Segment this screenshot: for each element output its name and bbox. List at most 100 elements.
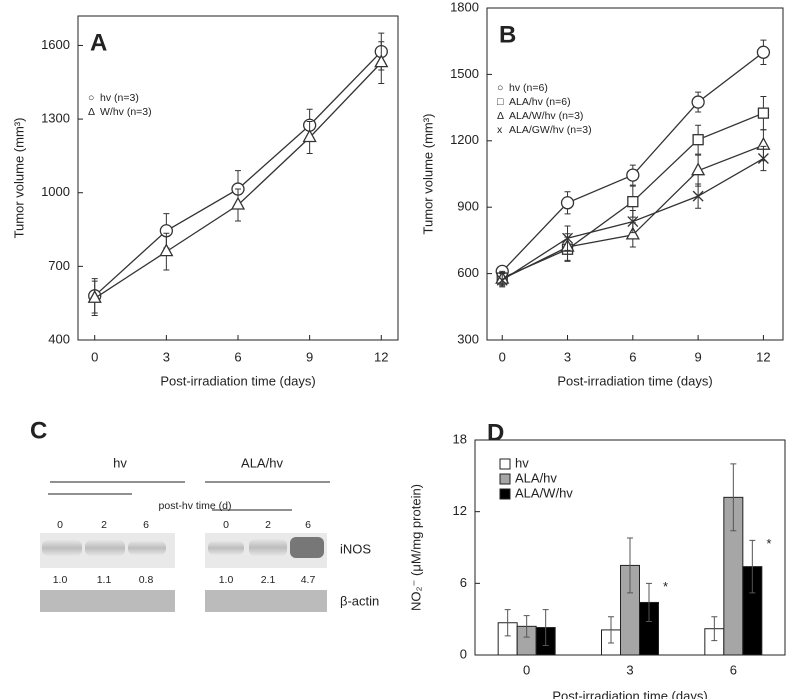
ratio-label: 1.0 xyxy=(219,574,234,586)
error-bar xyxy=(730,463,737,532)
band xyxy=(249,539,287,556)
time-label: post-hv time (d) xyxy=(159,500,232,512)
y-tick-label: 1600 xyxy=(41,37,70,52)
marker xyxy=(756,45,771,59)
band xyxy=(85,540,125,556)
panel-label: D xyxy=(487,419,504,446)
y-tick-label: 400 xyxy=(48,331,70,346)
legend-label: hv xyxy=(515,455,529,470)
error-bar xyxy=(523,615,530,638)
lane-label: 6 xyxy=(305,519,311,531)
x-tick-label: 12 xyxy=(374,349,388,364)
marker xyxy=(627,216,639,228)
x-tick-label: 12 xyxy=(756,349,770,364)
lane-label: 0 xyxy=(57,519,63,531)
panel-label: B xyxy=(499,21,516,48)
error-bar xyxy=(749,539,756,594)
legend-label: ALA/hv (n=6) xyxy=(509,96,571,108)
annotation: * xyxy=(663,579,668,594)
marker xyxy=(692,134,704,146)
error-bar xyxy=(504,609,511,637)
x-tick-label: 6 xyxy=(730,662,737,677)
y-tick-label: 600 xyxy=(457,265,479,280)
legend-label: ALA/W/hv xyxy=(515,485,573,500)
error-bar xyxy=(627,537,633,594)
band xyxy=(128,541,166,555)
x-tick-label: 9 xyxy=(306,349,313,364)
error-bar xyxy=(542,609,549,646)
marker xyxy=(562,232,573,244)
y-tick-label: 0 xyxy=(460,646,467,661)
y-axis-label: Tumor volume (mm³) xyxy=(11,118,26,239)
legend-symbol: Δ xyxy=(88,106,95,118)
x-tick-label: 3 xyxy=(626,662,633,677)
legend-symbol: ○ xyxy=(88,92,94,104)
actin-band xyxy=(205,590,327,612)
error-bar xyxy=(608,616,614,644)
plot-frame xyxy=(486,7,784,341)
legend-swatch xyxy=(499,473,511,485)
legend-symbol: x xyxy=(497,124,503,136)
legend-swatch xyxy=(499,458,511,470)
ratio-label: 1.0 xyxy=(53,574,68,586)
x-tick-label: 0 xyxy=(523,662,530,677)
y-tick-label: 6 xyxy=(460,575,467,590)
ratio-label: 1.1 xyxy=(97,574,112,586)
ratio-label: 0.8 xyxy=(139,574,154,586)
legend-label: ALA/W/hv (n=3) xyxy=(509,110,583,122)
band xyxy=(208,541,244,555)
protein-label: β-actin xyxy=(340,593,379,608)
panel-label: C xyxy=(30,417,47,444)
annotation: * xyxy=(766,536,771,551)
x-axis-label: Post-irradiation time (days) xyxy=(557,373,712,388)
marker xyxy=(757,153,769,164)
band xyxy=(42,540,82,556)
x-tick-label: 0 xyxy=(499,349,506,364)
marker xyxy=(692,190,704,202)
y-tick-label: 1300 xyxy=(41,111,70,126)
marker xyxy=(159,243,174,257)
y-tick-label: 700 xyxy=(48,258,70,273)
legend-label: W/hv (n=3) xyxy=(100,106,152,118)
lane-label: 2 xyxy=(101,519,107,531)
legend-symbol: ○ xyxy=(497,82,503,94)
y-tick-label: 900 xyxy=(457,199,479,214)
marker xyxy=(560,196,575,210)
x-tick-label: 0 xyxy=(91,349,98,364)
marker xyxy=(627,196,639,208)
x-tick-label: 3 xyxy=(564,349,571,364)
y-tick-label: 12 xyxy=(453,503,467,518)
x-axis-label: Post-irradiation time (days) xyxy=(552,688,707,699)
x-axis-label: Post-irradiation time (days) xyxy=(160,373,315,388)
legend-label: ALA/hv xyxy=(515,470,557,485)
y-tick-label: 1800 xyxy=(450,0,479,14)
marker xyxy=(374,54,389,68)
marker xyxy=(691,95,705,109)
marker xyxy=(691,162,706,176)
legend-symbol: Δ xyxy=(497,110,504,122)
legend-swatch xyxy=(499,488,511,500)
y-tick-label: 18 xyxy=(453,431,467,446)
ratio-label: 4.7 xyxy=(301,574,316,586)
legend-label: ALA/GW/hv (n=3) xyxy=(509,124,592,136)
y-axis-label: NO₂⁻ (μM/mg protein) xyxy=(408,484,423,611)
legend-label: hv (n=3) xyxy=(100,92,139,104)
x-tick-label: 3 xyxy=(163,349,170,364)
y-tick-label: 1500 xyxy=(450,66,479,81)
lane-label: 0 xyxy=(223,519,229,531)
marker xyxy=(87,289,102,303)
blot-panel: C hv ALA/hv post-hv time (d) iNOS β-acti… xyxy=(30,417,379,612)
lane-label: 2 xyxy=(265,519,271,531)
error-bar xyxy=(711,616,718,642)
group-label: hv xyxy=(113,455,127,470)
protein-label: iNOS xyxy=(340,541,371,556)
marker xyxy=(757,107,770,119)
y-tick-label: 1200 xyxy=(450,132,479,147)
y-axis-label: Tumor volume (mm³) xyxy=(420,114,435,235)
legend-symbol: □ xyxy=(497,96,504,108)
y-tick-label: 300 xyxy=(457,331,479,346)
marker xyxy=(626,168,640,182)
panel-label: A xyxy=(90,29,107,56)
x-tick-label: 6 xyxy=(234,349,241,364)
